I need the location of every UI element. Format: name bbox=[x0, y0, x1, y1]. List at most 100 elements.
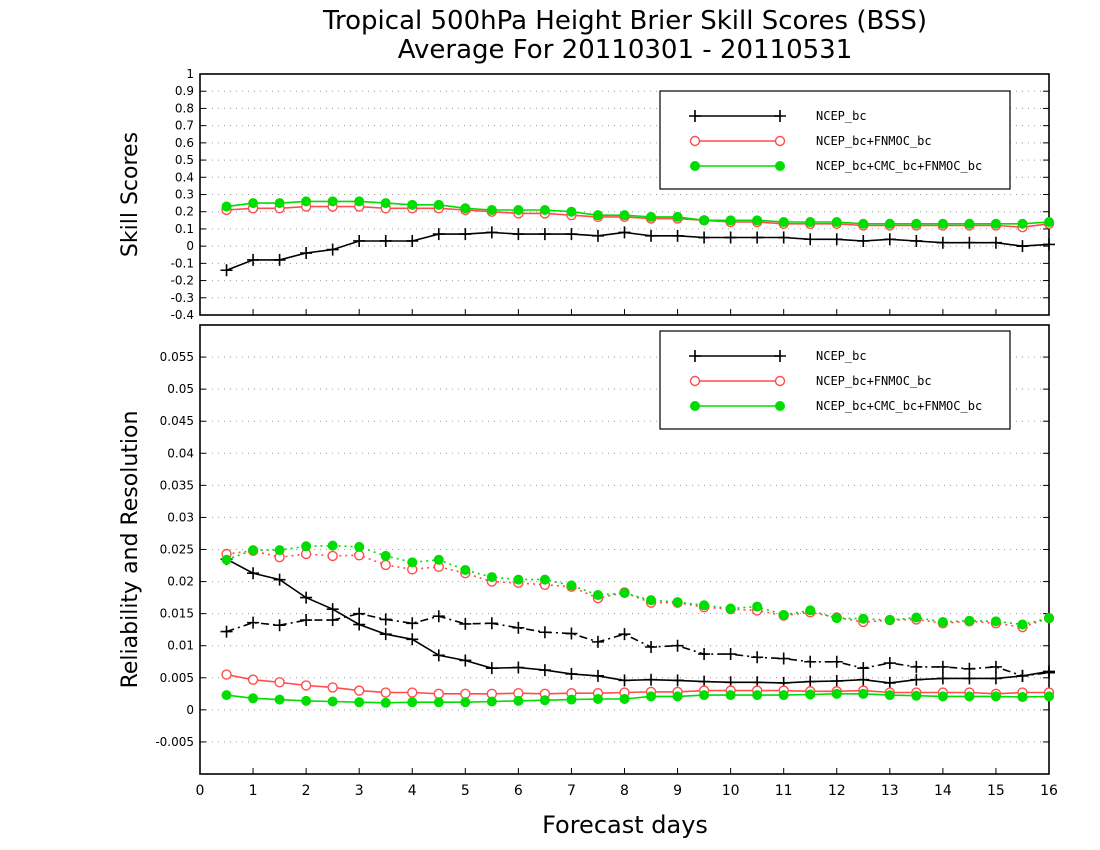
reliability-resolution-data-point bbox=[273, 573, 286, 586]
reliability-resolution-data-point bbox=[884, 690, 895, 701]
skill-scores-data-point bbox=[512, 228, 525, 241]
reliability-resolution-data-point bbox=[406, 617, 419, 630]
reliability-resolution-data-point bbox=[513, 574, 524, 585]
reliability-resolution-data-point bbox=[301, 541, 312, 552]
reliability-resolution-legend-marker bbox=[774, 350, 786, 362]
reliability-resolution-ytick-label: 0.055 bbox=[160, 350, 194, 364]
skill-scores-data-point bbox=[565, 228, 578, 241]
skill-scores-data-point bbox=[672, 211, 683, 222]
reliability-resolution-data-point bbox=[460, 565, 471, 576]
reliability-resolution-series-1 bbox=[220, 607, 1055, 682]
reliability-resolution-ytick-label: 0.045 bbox=[160, 414, 194, 428]
skill-scores-data-point bbox=[459, 228, 472, 241]
skill-scores-legend-marker bbox=[775, 161, 785, 171]
skill-scores-data-point bbox=[857, 234, 870, 247]
reliability-resolution-data-point bbox=[248, 545, 259, 556]
reliability-resolution-data-point bbox=[989, 660, 1002, 673]
x-tick-label: 1 bbox=[249, 783, 258, 799]
reliability-resolution-legend-marker bbox=[774, 375, 786, 387]
reliability-resolution-data-point bbox=[752, 690, 763, 701]
x-tick-label: 12 bbox=[828, 783, 846, 799]
x-axis-label: Forecast days bbox=[542, 811, 708, 839]
reliability-resolution-data-point bbox=[937, 616, 948, 627]
reliability-resolution-data-point bbox=[221, 669, 232, 680]
skill-scores-data-point bbox=[301, 196, 312, 207]
skill-scores-ytick-label: -0.4 bbox=[171, 308, 194, 322]
reliability-resolution-data-point bbox=[830, 655, 843, 668]
skill-scores-legend-box bbox=[659, 90, 1011, 190]
reliability-resolution-data-point bbox=[778, 690, 789, 701]
reliability-resolution-data-point bbox=[883, 657, 896, 670]
reliability-resolution-data-point bbox=[433, 554, 444, 565]
reliability-resolution-data-point bbox=[538, 626, 551, 639]
reliability-resolution-series-line bbox=[226, 673, 1049, 695]
reliability-resolution-data-point bbox=[247, 616, 260, 629]
skill-scores-ytick-label: 0 bbox=[186, 239, 194, 253]
reliability-resolution-data-point bbox=[247, 674, 259, 685]
skill-scores-data-point bbox=[513, 204, 524, 215]
skill-scores-data-point bbox=[432, 228, 445, 241]
reliability-resolution-data-point bbox=[699, 600, 710, 611]
skill-scores-data-point bbox=[433, 199, 444, 210]
reliability-resolution-data-point bbox=[698, 648, 711, 661]
skill-scores-data-point bbox=[380, 198, 391, 209]
reliability-resolution-data-point bbox=[300, 680, 312, 691]
reliability-resolution-data-point bbox=[485, 617, 498, 630]
reliability-resolution-data-point bbox=[513, 695, 524, 706]
skill-scores-data-point bbox=[354, 196, 365, 207]
reliability-resolution-data-point bbox=[883, 676, 896, 689]
reliability-resolution-data-point bbox=[619, 693, 630, 704]
x-tick-label: 13 bbox=[881, 783, 899, 799]
reliability-resolution-data-point bbox=[645, 673, 658, 686]
reliability-resolution-data-point bbox=[672, 691, 683, 702]
skill-scores-data-point bbox=[724, 231, 737, 244]
reliability-resolution-data-point bbox=[777, 652, 790, 665]
reliability-resolution-data-point bbox=[725, 603, 736, 614]
x-tick-label: 16 bbox=[1040, 783, 1058, 799]
skill-scores-data-point bbox=[486, 204, 497, 215]
skill-scores-data-point bbox=[883, 233, 896, 246]
reliability-resolution-data-point bbox=[354, 541, 365, 552]
reliability-resolution-data-point bbox=[565, 667, 578, 680]
reliability-resolution-data-point bbox=[936, 660, 949, 673]
reliability-resolution-data-point bbox=[566, 694, 577, 705]
skill-scores-data-point bbox=[220, 264, 233, 277]
skill-scores-ytick-label: 0.8 bbox=[175, 101, 194, 115]
skill-scores-data-point bbox=[300, 247, 313, 260]
reliability-resolution-data-point bbox=[221, 690, 232, 701]
reliability-resolution-data-point bbox=[857, 662, 870, 675]
reliability-resolution-legend-marker bbox=[689, 350, 701, 362]
x-tick-label: 8 bbox=[620, 783, 629, 799]
reliability-resolution-series-line bbox=[226, 544, 1050, 626]
chart-title-line1: Tropical 500hPa Height Brier Skill Score… bbox=[322, 6, 927, 36]
skill-scores-ytick-label: 0.5 bbox=[175, 153, 194, 167]
reliability-resolution-data-point bbox=[539, 695, 550, 706]
reliability-resolution-legend-box bbox=[659, 330, 1011, 430]
reliability-resolution-data-point bbox=[274, 694, 285, 705]
x-tick-label: 14 bbox=[934, 783, 952, 799]
skill-scores-data-point bbox=[671, 229, 684, 242]
reliability-resolution-ytick-label: -0.005 bbox=[155, 735, 194, 749]
skill-scores-legend-label: NCEP_bc bbox=[816, 109, 867, 123]
skill-scores-series-0 bbox=[220, 226, 1055, 277]
skill-scores-panel: -0.4 -0.3 -0.2 -0.1 0 0.1 0.2 0.3 0.4 0.5 0.6 0.7 0.… bbox=[118, 67, 1055, 322]
skill-scores-data-point bbox=[1017, 218, 1028, 229]
x-tick-label: 11 bbox=[775, 783, 793, 799]
reliability-resolution-data-point bbox=[805, 689, 816, 700]
reliability-resolution-data-point bbox=[1044, 691, 1054, 702]
skill-scores-data-point bbox=[751, 231, 764, 244]
skill-scores-data-point bbox=[274, 198, 285, 209]
skill-scores-ytick-label: 0.9 bbox=[175, 84, 194, 98]
reliability-resolution-data-point bbox=[618, 628, 631, 641]
reliability-resolution-data-point bbox=[592, 590, 603, 601]
reliability-resolution-series-3 bbox=[221, 545, 1055, 633]
reliability-resolution-data-point bbox=[248, 693, 259, 704]
reliability-resolution-data-point bbox=[910, 660, 923, 673]
reliability-resolution-data-point bbox=[380, 550, 391, 561]
reliability-resolution-data-point bbox=[354, 697, 365, 708]
reliability-resolution-data-point bbox=[724, 648, 737, 661]
skill-scores-series-line bbox=[226, 231, 1050, 271]
reliability-resolution-data-point bbox=[804, 675, 817, 688]
skill-scores-data-point bbox=[937, 218, 948, 229]
reliability-resolution-data-point bbox=[353, 550, 365, 561]
